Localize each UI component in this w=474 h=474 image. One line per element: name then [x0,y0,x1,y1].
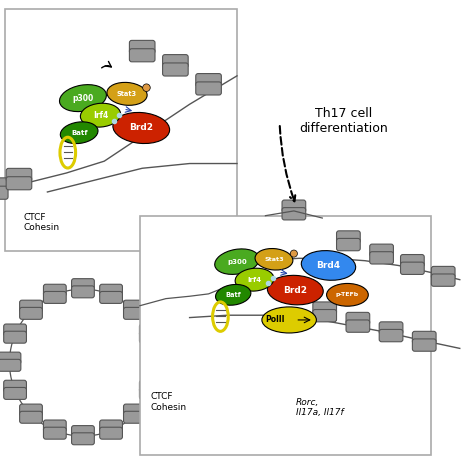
FancyBboxPatch shape [0,186,8,199]
Ellipse shape [215,249,259,274]
Text: p300: p300 [227,259,247,264]
FancyBboxPatch shape [139,380,162,392]
FancyBboxPatch shape [337,238,360,251]
FancyBboxPatch shape [196,82,221,95]
FancyBboxPatch shape [431,266,455,279]
FancyBboxPatch shape [379,322,403,334]
FancyBboxPatch shape [0,352,21,364]
Text: Stat3: Stat3 [264,257,284,262]
Text: Stat3: Stat3 [117,91,137,97]
FancyBboxPatch shape [4,387,27,400]
Text: CTCF
Cohesin: CTCF Cohesin [24,213,60,232]
FancyBboxPatch shape [4,324,27,336]
FancyBboxPatch shape [4,331,27,343]
FancyBboxPatch shape [163,63,188,76]
Ellipse shape [267,275,323,305]
FancyBboxPatch shape [19,411,42,423]
FancyBboxPatch shape [124,404,146,416]
Ellipse shape [107,82,147,105]
Ellipse shape [81,103,120,127]
FancyBboxPatch shape [0,178,8,191]
FancyBboxPatch shape [44,284,66,296]
FancyBboxPatch shape [313,310,337,322]
Ellipse shape [60,122,98,144]
Ellipse shape [262,307,317,333]
FancyBboxPatch shape [6,168,32,182]
FancyBboxPatch shape [379,329,403,342]
FancyBboxPatch shape [44,292,66,303]
FancyBboxPatch shape [100,292,122,303]
FancyBboxPatch shape [124,307,146,319]
Text: Irf4: Irf4 [247,277,262,283]
FancyBboxPatch shape [72,286,94,298]
FancyBboxPatch shape [72,426,94,438]
FancyBboxPatch shape [370,252,393,264]
FancyBboxPatch shape [6,177,32,190]
FancyBboxPatch shape [145,352,168,364]
Ellipse shape [327,283,368,306]
FancyBboxPatch shape [139,324,162,336]
Text: Irf4: Irf4 [93,111,108,119]
FancyBboxPatch shape [44,420,66,432]
Text: Batf: Batf [226,292,241,298]
FancyBboxPatch shape [282,200,306,212]
FancyBboxPatch shape [100,284,122,296]
FancyBboxPatch shape [19,300,42,312]
FancyBboxPatch shape [282,208,306,220]
Text: Th17 cell
differentiation: Th17 cell differentiation [299,107,388,135]
Text: PolII: PolII [265,316,285,324]
FancyBboxPatch shape [19,307,42,319]
FancyBboxPatch shape [100,420,122,432]
FancyBboxPatch shape [370,244,393,256]
FancyBboxPatch shape [337,231,360,243]
FancyBboxPatch shape [124,411,146,423]
Ellipse shape [255,248,293,270]
FancyBboxPatch shape [163,55,188,68]
FancyBboxPatch shape [129,49,155,62]
FancyBboxPatch shape [44,427,66,439]
FancyBboxPatch shape [412,339,436,351]
FancyBboxPatch shape [140,216,431,455]
Ellipse shape [290,250,298,257]
FancyBboxPatch shape [100,427,122,439]
FancyBboxPatch shape [72,433,94,445]
Text: Brd4: Brd4 [317,261,340,270]
Text: Batf: Batf [71,130,87,136]
FancyBboxPatch shape [5,9,237,251]
FancyBboxPatch shape [129,40,155,54]
Text: p-TEFb: p-TEFb [336,292,359,297]
Text: Brd2: Brd2 [283,286,307,294]
FancyBboxPatch shape [196,73,221,87]
Text: CTCF
Cohesin: CTCF Cohesin [151,392,187,411]
FancyBboxPatch shape [431,274,455,286]
FancyBboxPatch shape [346,320,370,332]
Ellipse shape [113,112,170,144]
FancyBboxPatch shape [401,262,424,274]
FancyBboxPatch shape [401,255,424,267]
FancyBboxPatch shape [4,380,27,392]
FancyBboxPatch shape [412,331,436,344]
FancyBboxPatch shape [72,279,94,291]
Text: p300: p300 [73,94,93,102]
Ellipse shape [301,251,356,280]
FancyBboxPatch shape [139,387,162,400]
FancyBboxPatch shape [124,300,146,312]
FancyBboxPatch shape [19,404,42,416]
FancyBboxPatch shape [0,359,21,371]
Ellipse shape [235,268,274,291]
Ellipse shape [60,85,106,111]
FancyBboxPatch shape [313,302,337,314]
FancyBboxPatch shape [145,359,168,371]
Ellipse shape [143,84,150,91]
FancyBboxPatch shape [346,312,370,325]
Text: Rorc,
Il17a, Il17f: Rorc, Il17a, Il17f [296,398,344,417]
Ellipse shape [216,284,251,305]
Text: Brd2: Brd2 [129,124,153,132]
FancyBboxPatch shape [139,331,162,343]
